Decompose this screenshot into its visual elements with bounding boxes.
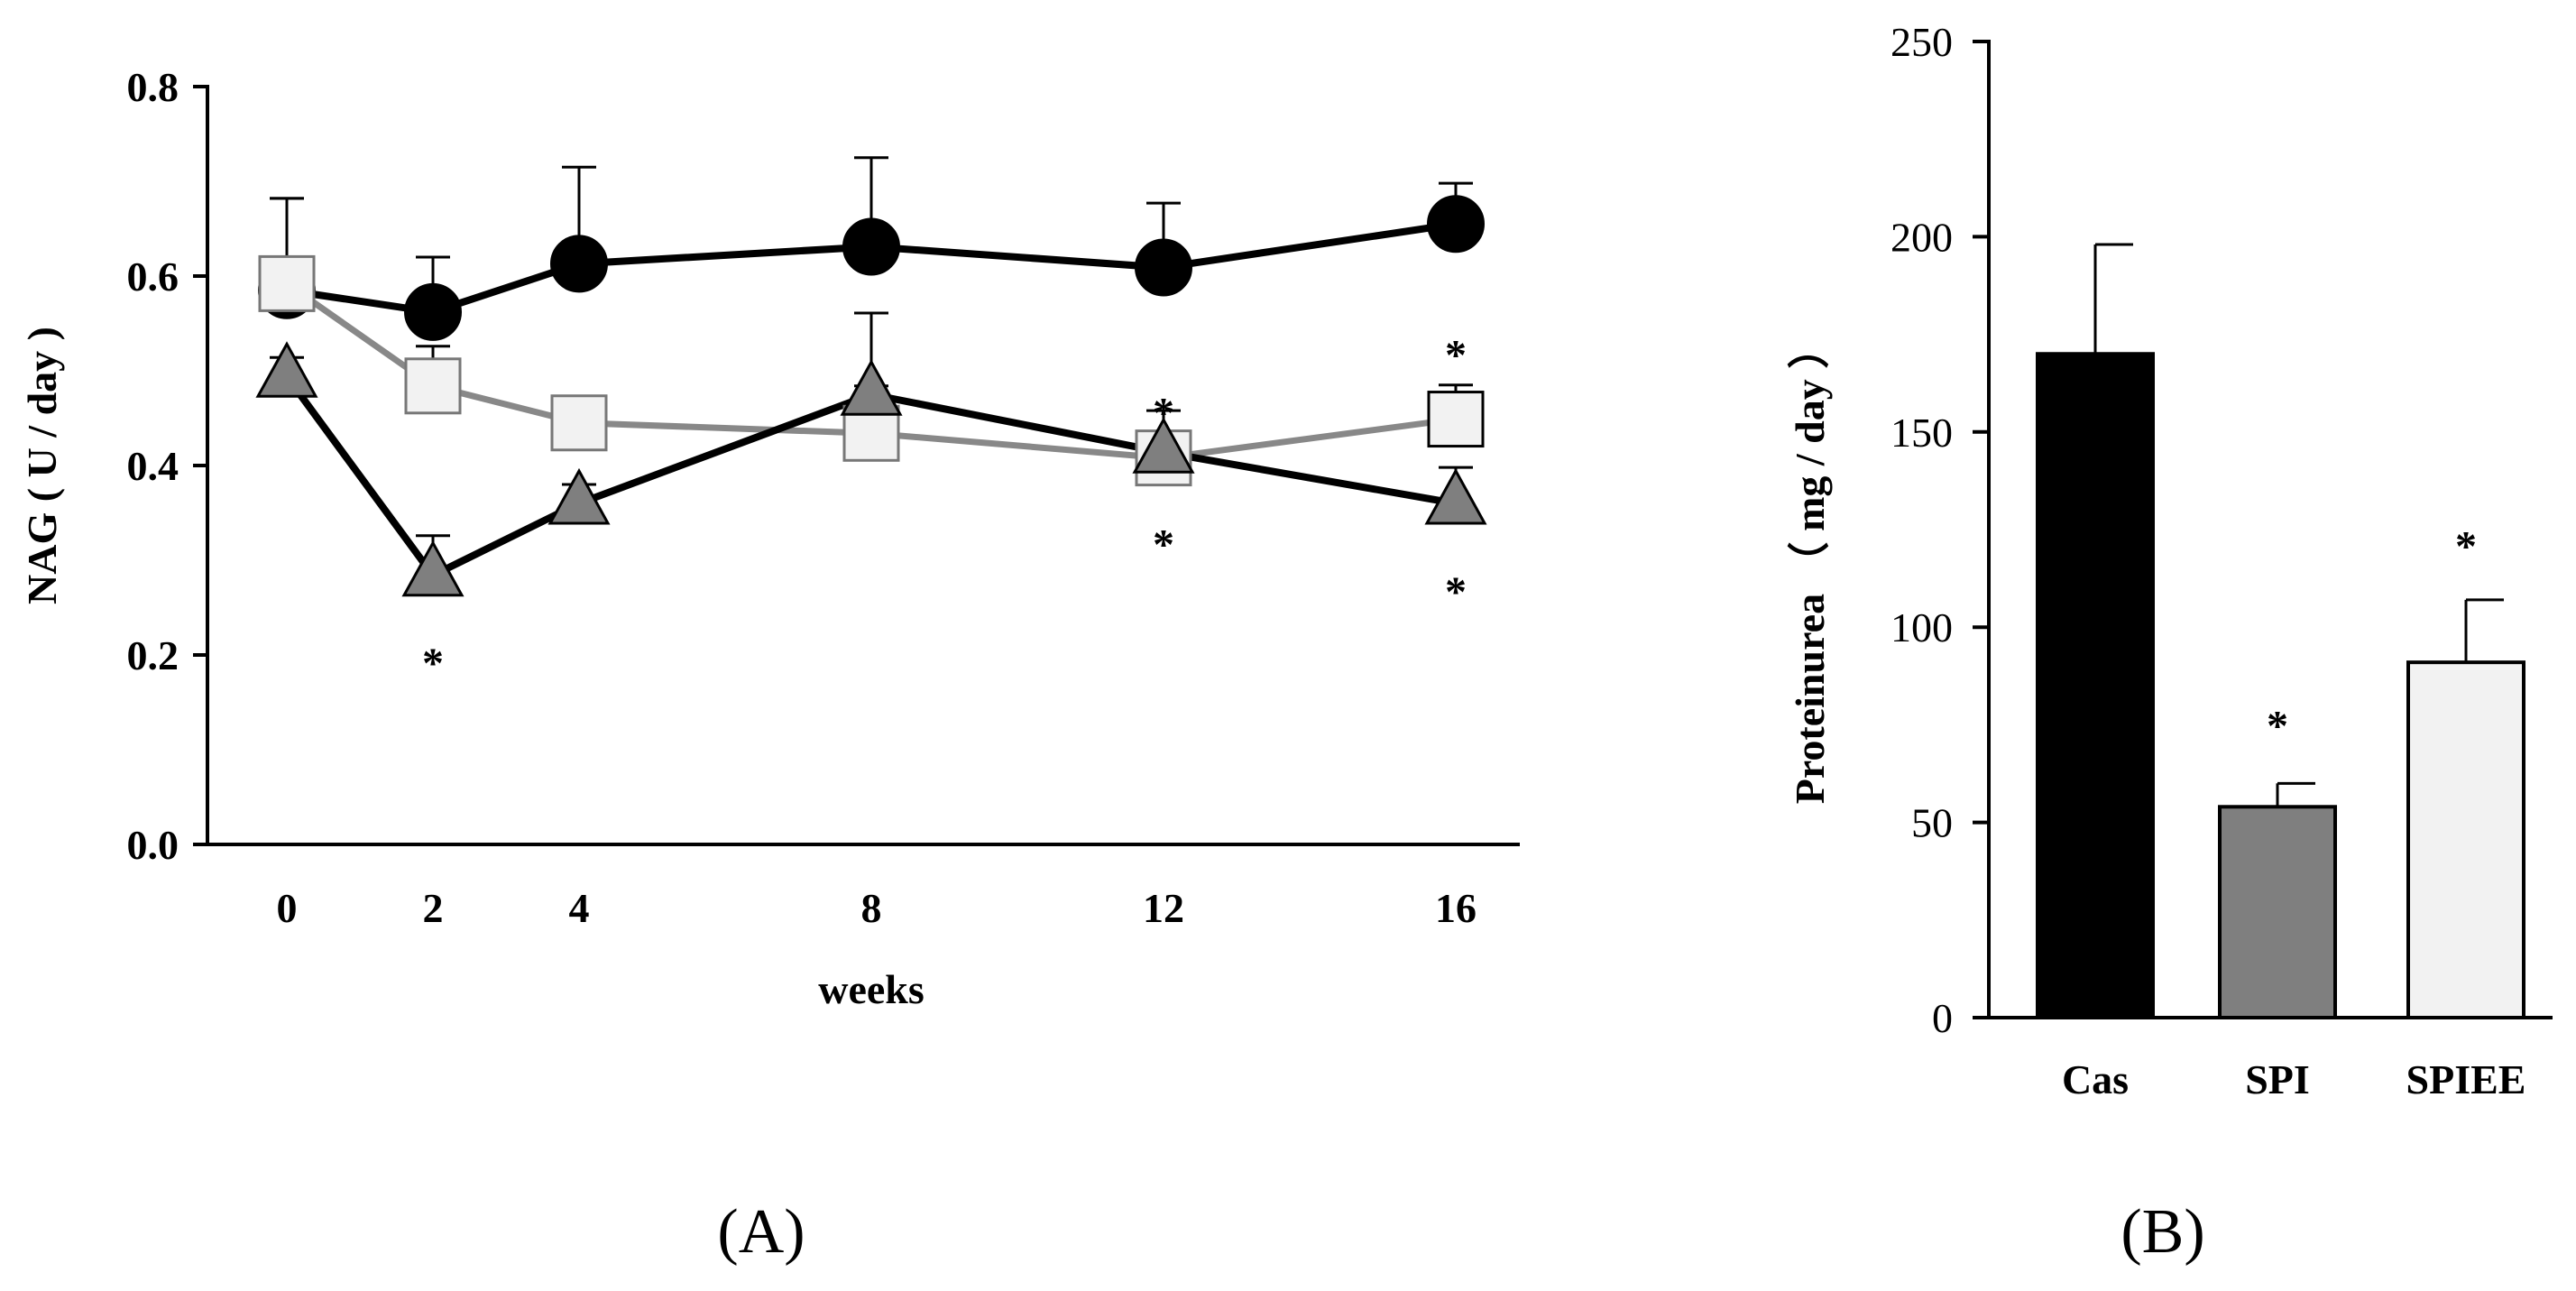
y-tick-label: 0.8: [127, 64, 179, 110]
y-tick-label: 150: [1891, 410, 1953, 456]
category-label: Cas: [2062, 1056, 2129, 1102]
y-tick-label: 0.6: [127, 254, 179, 300]
y-tick-label: 0.0: [127, 822, 179, 868]
data-point-square: [404, 357, 462, 415]
significance-marker: *: [1445, 568, 1467, 616]
series-line-triangle: [283, 373, 1457, 579]
panel-label-b: (B): [2121, 1197, 2204, 1267]
x-tick-label: 16: [1435, 885, 1477, 931]
panel-label-a: (A): [717, 1197, 805, 1267]
category-label: SPIEE: [2406, 1056, 2526, 1102]
y-tick-label: 0: [1932, 995, 1953, 1041]
data-point-square: [258, 254, 316, 312]
x-axis-label: weeks: [818, 966, 925, 1012]
y-axis-label: NAG ( U / day ): [19, 327, 65, 604]
bar-spiee: [2406, 660, 2525, 1019]
data-point-circle: [1427, 195, 1485, 254]
x-tick-label: 12: [1143, 885, 1184, 931]
y-tick-label: 0.2: [127, 632, 179, 678]
y-tick-label: 0.4: [127, 443, 179, 489]
y-axis-label: Proteinurea （ mg / day ）: [1787, 327, 1833, 805]
bar-spi: [2218, 805, 2337, 1020]
data-point-circle: [1135, 238, 1192, 297]
data-point-triangle: [401, 539, 465, 597]
x-tick-label: 0: [277, 885, 298, 931]
data-point-triangle: [547, 467, 611, 525]
x-tick-label: 2: [423, 885, 444, 931]
significance-marker: *: [1153, 390, 1174, 438]
x-tick-label: 4: [569, 885, 590, 931]
significance-marker: *: [1153, 521, 1174, 569]
significance-marker: *: [2267, 702, 2288, 750]
significance-marker: *: [422, 640, 444, 687]
y-tick-label: 200: [1891, 214, 1953, 260]
proteinuria-bar-chart: Proteinurea （ mg / day ） * * 0 50 100 150 200…: [1787, 19, 2553, 1102]
bar-cas: [2036, 352, 2155, 1019]
y-tick-label: 100: [1891, 604, 1953, 650]
significance-marker: *: [2455, 522, 2477, 570]
data-point-triangle: [255, 341, 318, 398]
data-point-circle: [404, 282, 462, 341]
y-tick-label: 50: [1911, 800, 1953, 846]
data-point-square: [550, 394, 608, 452]
category-label: SPI: [2245, 1056, 2310, 1102]
nag-line-chart: NAG ( U / day ) weeks * * * * * 0.0 0.2 0.4 0.6…: [19, 64, 1520, 1012]
y-tick-label: 250: [1891, 19, 1953, 65]
x-tick-label: 8: [861, 885, 882, 931]
data-point-triangle: [1132, 417, 1195, 474]
significance-marker: *: [1445, 332, 1467, 380]
data-point-triangle: [840, 359, 903, 416]
data-point-circle: [842, 217, 900, 276]
data-point-square: [1427, 391, 1485, 448]
data-point-circle: [550, 235, 608, 293]
data-point-triangle: [1424, 467, 1487, 525]
